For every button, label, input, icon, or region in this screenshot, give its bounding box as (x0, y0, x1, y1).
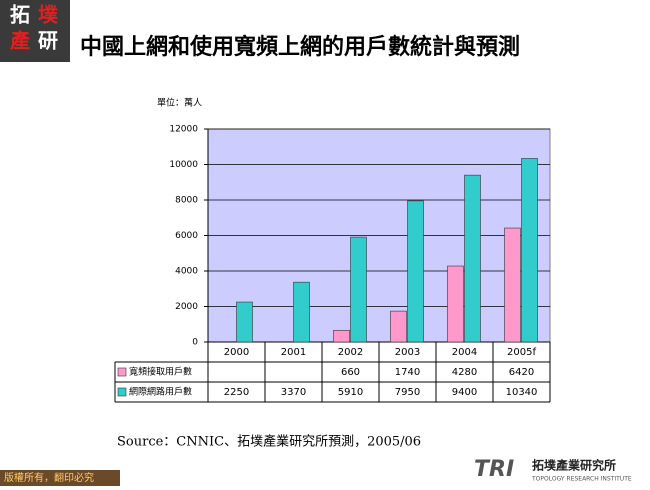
bar (464, 174, 481, 343)
institute: 拓墣產業研究所 (532, 458, 616, 473)
table-value: 6420 (509, 367, 534, 378)
y-tick-label: 4000 (175, 267, 198, 277)
legend-label: 寬頻接取用戶數 (129, 366, 192, 378)
table-value: 7950 (395, 387, 420, 398)
table-value: 660 (341, 367, 360, 378)
table-value: 2250 (224, 387, 249, 398)
legend-swatch (117, 367, 127, 377)
logo-char: 拓 (10, 3, 30, 27)
bar (293, 281, 310, 343)
logo-char: 研 (38, 29, 58, 53)
bar (407, 200, 424, 343)
source-note: Source：CNNIC、拓墣產業研究所預測，2005/06 (117, 434, 421, 450)
bar (521, 158, 538, 343)
table-value: 9400 (452, 387, 477, 398)
table-value: 4280 (452, 367, 477, 378)
footer-bar (0, 470, 120, 486)
bar (236, 301, 253, 343)
bar (504, 227, 521, 343)
x-tick-label: 2003 (395, 347, 420, 358)
bar (390, 310, 407, 343)
table-value: 1740 (395, 367, 420, 378)
copyright: 版權所有，翻印必究 (4, 471, 94, 484)
y-tick-label: 2000 (175, 302, 198, 312)
logo-char: 墣 (38, 3, 59, 27)
y-tick-label: 12000 (169, 125, 198, 135)
logo-box (0, 0, 70, 62)
x-tick-label: 2002 (338, 347, 363, 358)
x-tick-label: 2005f (507, 347, 536, 358)
bar (447, 265, 464, 343)
legend-label: 網際網路用戶數 (129, 386, 192, 398)
logo-char: 產 (10, 29, 30, 53)
x-tick-label: 2004 (452, 347, 477, 358)
x-tick-label: 2001 (281, 347, 306, 358)
legend-swatch (117, 387, 127, 397)
y-tick-label: 8000 (175, 196, 198, 206)
bar (350, 236, 367, 343)
unit-label: 單位：萬人 (157, 97, 202, 109)
y-tick-label: 0 (192, 338, 198, 348)
table-value: 3370 (281, 387, 306, 398)
table-value: 5910 (338, 387, 363, 398)
slide-title: 中國上網和使用寬頻上網的用戶數統計與預測 (80, 34, 520, 60)
brand: TRI (474, 457, 514, 482)
y-tick-label: 6000 (175, 231, 198, 241)
table-value: 10340 (506, 387, 538, 398)
x-tick-label: 2000 (224, 347, 249, 358)
bar (333, 329, 350, 343)
y-tick-label: 10000 (169, 160, 198, 170)
institute-en: TOPOLOGY RESEARCH INSTITUTE (531, 476, 632, 483)
